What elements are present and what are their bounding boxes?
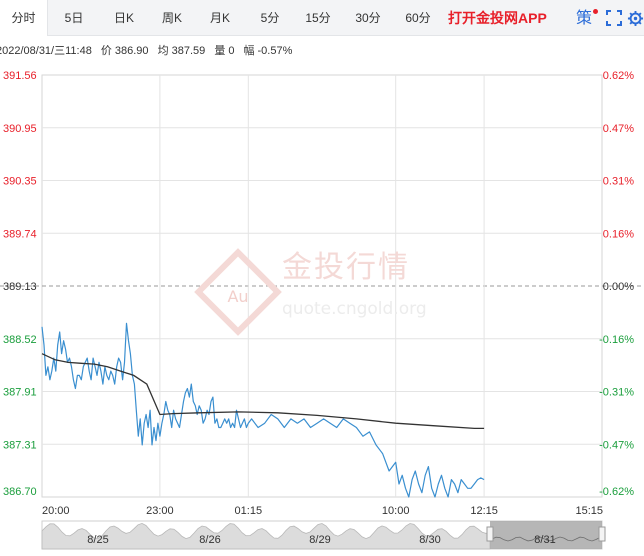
percent-tick-label: -0.62%: [599, 486, 634, 498]
percent-tick-label: 0.47%: [603, 123, 634, 135]
fullscreen-icon[interactable]: [606, 10, 622, 26]
notification-dot: [593, 9, 598, 14]
tab-monthly-k[interactable]: 月K: [209, 11, 230, 25]
time-tick-label: 20:00: [42, 505, 70, 517]
percent-tick-label: -0.16%: [599, 334, 634, 346]
time-tick-label: 10:00: [382, 505, 410, 517]
navigator-date-label: 8/30: [419, 534, 440, 546]
navigator-handle[interactable]: [598, 526, 606, 542]
navigator-date-label: 8/31: [534, 534, 555, 546]
percent-axis: 0.62% 0.47% 0.31% 0.16% 0.00% -0.16% -0.31% -0.…: [599, 70, 634, 498]
watermark-text: 金投行情: [282, 250, 410, 285]
price-tick-label: 387.91: [3, 387, 37, 399]
open-app-link[interactable]: 打开金投网APP: [448, 10, 547, 26]
percent-tick-label: -0.47%: [599, 439, 634, 451]
price-tick-label: 388.52: [3, 334, 37, 346]
period-tab-bar: 分时 5日 日K 周K 月K 5分 15分 30分 60分 打开金投网APP 策: [0, 0, 644, 36]
time-tick-label: 23:00: [146, 505, 174, 517]
watermark-logo: Au: [227, 287, 248, 306]
navigator-date-label: 8/25: [87, 534, 108, 546]
navigator-date-label: 8/29: [309, 534, 330, 546]
intraday-price-chart[interactable]: Au 金投行情 quote.cngold.org 391.56 390.95 390…: [0, 60, 644, 556]
watermark: Au 金投行情 quote.cngold.org: [194, 248, 427, 336]
time-axis: 20:00 23:00 01:15 10:00 12:15 15:15: [42, 505, 603, 517]
time-tick-label: 15:15: [575, 505, 603, 517]
price-line: [41, 322, 485, 498]
price-axis: 391.56 390.95 390.35 389.74 389.13 388.52 387.…: [3, 70, 37, 498]
price-tick-label: 389.13: [3, 281, 37, 293]
chart-series: [41, 322, 485, 498]
change-label: 幅: [243, 45, 255, 57]
tab-weekly-k[interactable]: 周K: [161, 11, 182, 25]
percent-tick-label: 0.16%: [603, 228, 634, 240]
tab-30min[interactable]: 30分: [355, 11, 381, 25]
avg-price-line: [41, 353, 485, 430]
quote-datetime: 2022/08/31/三11:48: [0, 45, 92, 57]
price-value: 386.90: [114, 45, 149, 57]
percent-tick-label: 0.00%: [603, 281, 634, 293]
navigator-selected-line: [491, 536, 601, 542]
avg-label: 均: [157, 45, 169, 57]
strategy-button[interactable]: 策: [576, 10, 593, 27]
percent-tick-label: 0.31%: [603, 176, 634, 188]
navigator-selected-range: [490, 521, 602, 549]
percent-tick-label: 0.62%: [603, 70, 634, 82]
price-tick-label: 390.35: [3, 176, 37, 188]
navigator-date-label: 8/26: [199, 534, 220, 546]
tab-15min[interactable]: 15分: [305, 11, 331, 25]
tab-daily-k[interactable]: 日K: [113, 11, 134, 25]
price-tick-label: 387.31: [3, 439, 37, 451]
tab-60min[interactable]: 60分: [405, 11, 431, 25]
gear-icon[interactable]: [627, 10, 644, 27]
volume-label: 量: [214, 45, 226, 57]
watermark-url: quote.cngold.org: [282, 299, 427, 319]
navigator-minichart: [41, 522, 491, 550]
time-tick-label: 12:15: [470, 505, 498, 517]
change-value: -0.57%: [257, 45, 293, 57]
price-label: 价: [100, 45, 112, 57]
price-tick-label: 390.95: [3, 123, 37, 135]
tab-intraday[interactable]: 分时: [0, 0, 48, 36]
avg-value: 387.59: [171, 45, 206, 57]
navigator-handle[interactable]: [486, 526, 494, 542]
price-tick-label: 389.74: [3, 228, 37, 240]
price-tick-label: 391.56: [3, 70, 37, 82]
volume-value: 0: [228, 45, 235, 57]
percent-tick-label: -0.31%: [599, 387, 634, 399]
date-navigator[interactable]: 8/25 8/26 8/29 8/30 8/31: [41, 520, 606, 550]
chart-grid: [0, 74, 644, 498]
time-tick-label: 01:15: [235, 505, 263, 517]
tab-5min[interactable]: 5分: [260, 11, 280, 25]
price-tick-label: 386.70: [3, 486, 37, 498]
tab-5day[interactable]: 5日: [64, 11, 84, 25]
